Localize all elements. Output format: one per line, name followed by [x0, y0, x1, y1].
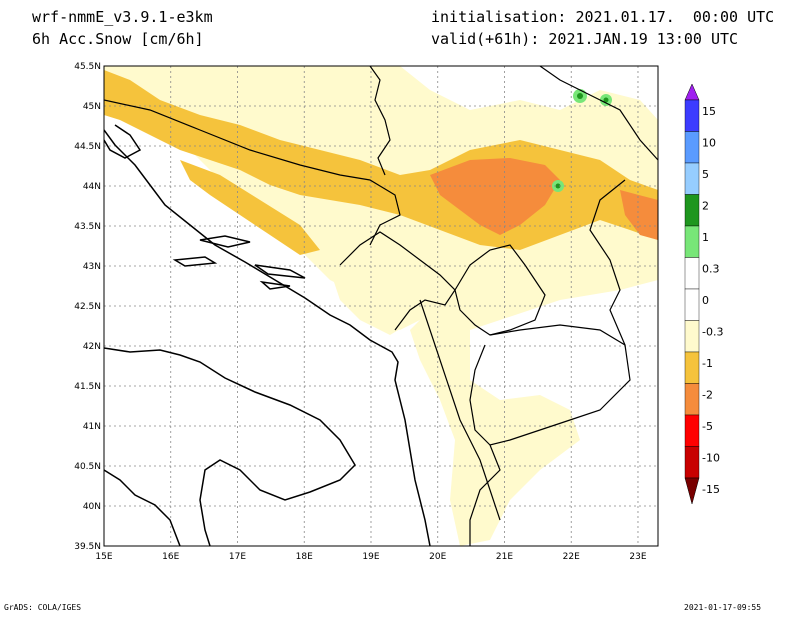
lon-label: 16E — [162, 552, 179, 562]
lat-label: 41.5N — [74, 382, 101, 392]
colorbar: 15 10 5 2 1 0.3 0 -0.3 -1 -2 -5 -10 -15 — [684, 83, 723, 505]
colorbar-box — [684, 446, 700, 479]
snow-light-coast — [330, 260, 420, 335]
lat-label: 45N — [83, 102, 101, 112]
lon-label: 23E — [629, 552, 646, 562]
field-title: 6h Acc.Snow [cm/6h] — [32, 30, 204, 48]
border-albania — [419, 299, 501, 521]
italy-coast — [104, 347, 356, 546]
colorbar-label: 10 — [702, 137, 716, 150]
colorbar-box — [684, 225, 700, 258]
lon-label: 18E — [296, 552, 313, 562]
colorbar-box — [684, 131, 700, 164]
colorbar-box — [684, 257, 700, 290]
lon-label: 17E — [229, 552, 246, 562]
border-north — [104, 99, 401, 246]
border-romania — [539, 66, 658, 161]
lat-label: 42.5N — [74, 302, 101, 312]
timestamp-label: 2021-01-17-09:55 — [684, 603, 762, 612]
lat-label: 39.5N — [74, 542, 101, 552]
snow-moderate-west — [180, 160, 320, 255]
lat-label: 41N — [83, 422, 101, 432]
colorbar-box — [684, 383, 700, 416]
lon-label: 15E — [95, 552, 112, 562]
border-bulgaria — [589, 179, 626, 346]
longitude-labels: 15E 16E 17E 18E 19E 20E 21E 22E 23E — [95, 552, 646, 562]
lat-label: 43N — [83, 262, 101, 272]
colorbar-label: 15 — [702, 105, 716, 118]
north-coast-istria — [104, 124, 142, 159]
snow-light-south — [410, 300, 580, 546]
map-frame — [103, 65, 659, 547]
lat-label: 42N — [83, 342, 101, 352]
colorbar-label: -2 — [702, 389, 713, 402]
border-greece — [469, 444, 501, 546]
colorbar-label: 5 — [702, 168, 709, 181]
colorbar-top-arrow — [684, 83, 700, 101]
lat-label: 44N — [83, 182, 101, 192]
colorbar-label: -0.3 — [702, 326, 723, 339]
lat-label: 43.5N — [74, 222, 101, 232]
colorbar-box — [684, 414, 700, 447]
island-2 — [172, 256, 218, 267]
snow-positive-core-2 — [577, 93, 583, 99]
adriatic-coast-east — [104, 129, 431, 546]
snow-positive-core-4 — [603, 97, 609, 103]
border-kosovo — [454, 244, 546, 336]
island-3 — [254, 264, 306, 279]
colorbar-label: 2 — [702, 200, 709, 213]
init-time: initialisation: 2021.01.17. 00:00 UTC — [431, 8, 775, 26]
borders — [104, 66, 658, 546]
colorbar-label: -1 — [702, 357, 713, 370]
coastlines — [104, 124, 431, 546]
snow-heavy-east — [620, 190, 658, 240]
island-1 — [199, 235, 251, 248]
model-title: wrf-nmmE_v3.9.1-e3km — [32, 8, 213, 26]
colorbar-box — [684, 320, 700, 353]
colorbar-box — [684, 162, 700, 195]
border-croatia-bosnia — [369, 66, 391, 176]
lon-label: 21E — [496, 552, 513, 562]
lat-label: 44.5N — [74, 142, 101, 152]
colorbar-label: 0 — [702, 294, 709, 307]
colorbar-box — [684, 351, 700, 384]
credit-label: GrADS: COLA/IGES — [4, 603, 82, 612]
island-4 — [259, 280, 291, 290]
italy-heel — [104, 469, 181, 546]
colorbar-label: 0.3 — [702, 263, 720, 276]
border-macedonia — [469, 324, 631, 446]
snow-field — [104, 66, 658, 546]
colorbar-label: 1 — [702, 231, 709, 244]
gridlines — [104, 66, 658, 546]
lon-label: 22E — [563, 552, 580, 562]
valid-time: valid(+61h): 2021.JAN.19 13:00 UTC — [431, 30, 739, 48]
colorbar-label: -15 — [702, 483, 720, 496]
snow-positive-core-6 — [555, 183, 561, 189]
colorbar-bottom-arrow — [684, 477, 700, 505]
lat-label: 40.5N — [74, 462, 101, 472]
lat-label: 40N — [83, 502, 101, 512]
lon-label: 20E — [429, 552, 446, 562]
latitude-labels: 45.5N 45N 44.5N 44N 43.5N 43N 42.5N 42N 41.5N 41N… — [74, 62, 101, 552]
colorbar-box — [684, 194, 700, 227]
lon-label: 19E — [362, 552, 379, 562]
colorbar-label: -5 — [702, 420, 713, 433]
border-montenegro — [339, 231, 456, 331]
lat-label: 45.5N — [74, 62, 101, 72]
colorbar-label: -10 — [702, 452, 720, 465]
colorbar-box — [684, 99, 700, 132]
colorbar-box — [684, 288, 700, 321]
snow-heavy-area — [430, 158, 560, 235]
